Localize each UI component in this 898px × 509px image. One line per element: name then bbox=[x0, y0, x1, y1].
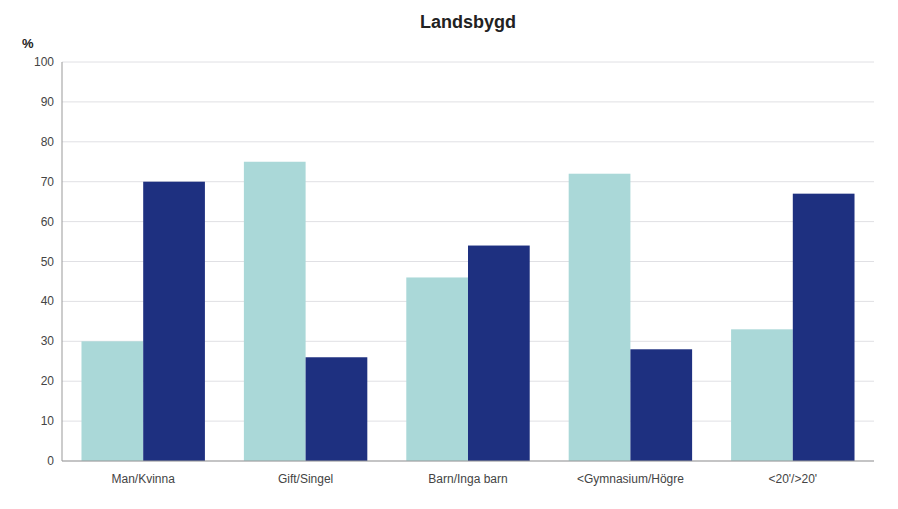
x-tick-label: <Gymnasium/Högre bbox=[577, 472, 684, 486]
y-tick-label: 30 bbox=[41, 334, 55, 348]
grid bbox=[62, 62, 874, 461]
grid-line bbox=[62, 101, 874, 102]
grid-line bbox=[62, 141, 874, 142]
chart-svg: Landsbygd% 0 10 20 30 40 50 60 70 80 90 100 Man/Kvin… bbox=[0, 0, 898, 509]
x-axis-line bbox=[62, 461, 874, 462]
x-tick-label: Man/Kvinna bbox=[112, 472, 176, 486]
y-tick-label: 80 bbox=[41, 135, 55, 149]
y-axis-label: % bbox=[22, 36, 34, 51]
bar bbox=[406, 277, 468, 461]
y-tick-label: 60 bbox=[41, 215, 55, 229]
title: Landsbygd bbox=[420, 12, 516, 32]
bars bbox=[81, 162, 854, 461]
y-tick-label: 100 bbox=[34, 55, 54, 69]
y-axis-line bbox=[62, 62, 63, 461]
y-tick-label: 0 bbox=[47, 454, 54, 468]
bar bbox=[793, 194, 855, 461]
background bbox=[0, 0, 898, 509]
grid-line bbox=[62, 461, 874, 462]
y-tick-label: 10 bbox=[41, 414, 55, 428]
bar bbox=[731, 329, 793, 461]
y-tick-label: 40 bbox=[41, 294, 55, 308]
x-tick-label: Barn/Inga barn bbox=[428, 472, 507, 486]
bar bbox=[81, 341, 143, 461]
y-tick-label: 70 bbox=[41, 175, 55, 189]
bar bbox=[569, 174, 631, 461]
bar bbox=[630, 349, 692, 461]
y-tick-label: 50 bbox=[41, 255, 55, 269]
bar bbox=[306, 357, 368, 461]
bar bbox=[468, 246, 530, 461]
x-tick-label: Gift/Singel bbox=[278, 472, 333, 486]
y-tick-label: 20 bbox=[41, 374, 55, 388]
y-tick-label: 90 bbox=[41, 95, 55, 109]
x-tick-label: <20'/>20' bbox=[768, 472, 817, 486]
grid-line bbox=[62, 62, 874, 63]
bar bbox=[143, 182, 205, 461]
chart-container: Landsbygd% 0 10 20 30 40 50 60 70 80 90 100 Man/Kvin… bbox=[0, 0, 898, 509]
bar bbox=[244, 162, 306, 461]
